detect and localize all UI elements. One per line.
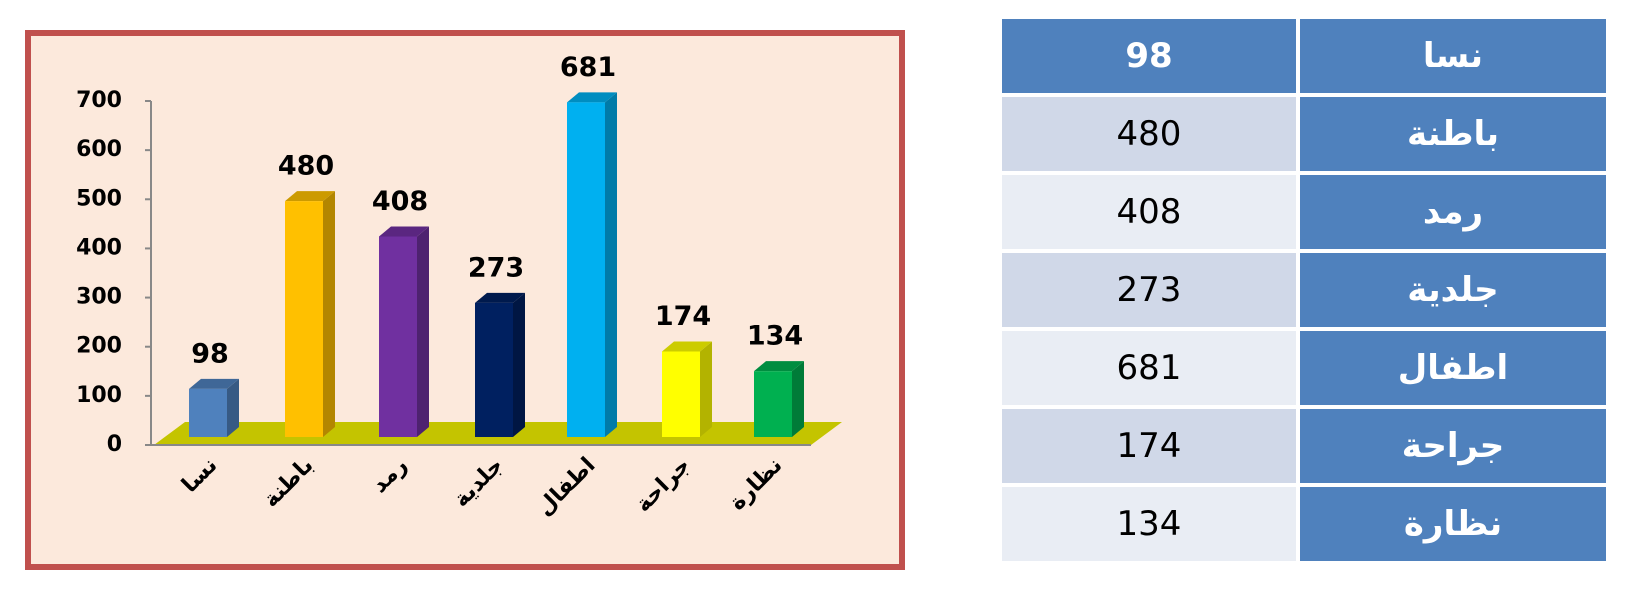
name-cell: نسا [1296,19,1606,93]
value-cell: 681 [1002,331,1296,405]
bar-side [323,191,335,437]
bar [662,351,700,437]
bar-side [700,341,712,437]
bar-top [189,378,239,389]
y-tick-label: 200 [76,334,122,359]
bar-top [285,191,335,202]
value-cell: 273 [1002,253,1296,327]
data-label: 681 [560,52,616,83]
y-tick-label: 300 [76,285,122,310]
bar-side [227,378,239,437]
table-row: 134 نظارة [1002,487,1606,561]
data-label: 98 [191,338,229,369]
y-tick-label: 600 [76,137,122,162]
value-cell: 174 [1002,409,1296,483]
bar [189,388,227,437]
bar [285,201,323,437]
data-label: 134 [747,321,803,352]
bar [475,302,513,437]
chart: 010020030040050060070098نسا480باطنة408رم… [25,30,905,570]
value-cell: 134 [1002,487,1296,561]
y-tick-label: 0 [107,432,122,457]
data-label: 273 [468,252,524,283]
value-cell: 98 [1002,19,1296,93]
data-label: 174 [655,301,711,332]
data-label: 480 [278,151,334,182]
table-row: 273 جلدية [1002,253,1606,327]
bar-top [475,292,525,303]
chart-frame [25,30,905,570]
bar [754,371,792,437]
table-row: 681 اطفال [1002,331,1606,405]
y-tick-label: 700 [76,88,122,113]
name-cell: اطفال [1296,331,1606,405]
bar-side [513,292,525,437]
bar-top [379,226,429,237]
bar [567,102,605,437]
table-row: 174 جراحة [1002,409,1606,483]
bar-side [605,92,617,437]
name-cell: جلدية [1296,253,1606,327]
bar-top [662,341,712,352]
bar-side [792,361,804,437]
bar-top [754,361,804,372]
bar [379,236,417,437]
name-cell: نظارة [1296,487,1606,561]
data-label: 408 [372,186,428,217]
table-row: 98 نسا [1002,19,1606,93]
value-cell: 408 [1002,175,1296,249]
table-row: 480 باطنة [1002,97,1606,171]
name-cell: رمد [1296,175,1606,249]
y-tick-label: 100 [76,383,122,408]
name-cell: جراحة [1296,409,1606,483]
table-row: 408 رمد [1002,175,1606,249]
bar-top [567,92,617,103]
name-cell: باطنة [1296,97,1606,171]
y-tick-label: 500 [76,186,122,211]
bar-side [417,226,429,437]
value-cell: 480 [1002,97,1296,171]
y-tick-label: 400 [76,235,122,260]
data-table: 98 نسا 480 باطنة 408 رمد 273 جلدية 681 اطفال 174 جر… [1002,15,1606,565]
